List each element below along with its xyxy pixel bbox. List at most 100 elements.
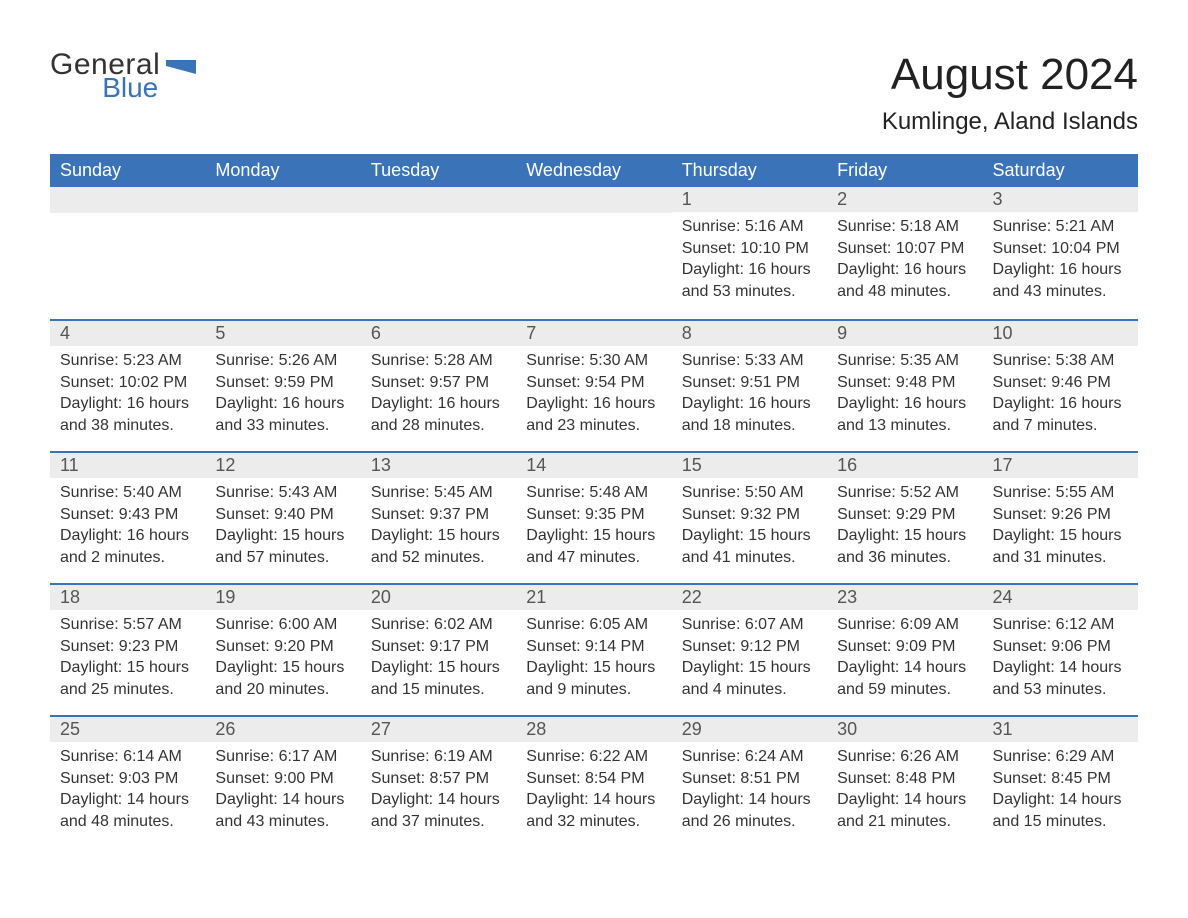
daylight-line: and 28 minutes. [371,415,506,437]
sunset-line: Sunset: 9:09 PM [837,636,972,658]
sunrise-line: Sunrise: 6:07 AM [682,614,817,636]
day-cell: 15Sunrise: 5:50 AMSunset: 9:32 PMDayligh… [672,451,827,583]
day-number: 15 [672,451,827,478]
daylight-line: Daylight: 15 hours [371,657,506,679]
weekday-header: Monday [205,154,360,187]
day-details: Sunrise: 5:33 AMSunset: 9:51 PMDaylight:… [672,346,827,442]
daylight-line: and 53 minutes. [682,281,817,303]
day-cell: 4Sunrise: 5:23 AMSunset: 10:02 PMDayligh… [50,319,205,451]
weekday-header: Sunday [50,154,205,187]
day-cell [205,187,360,319]
daylight-line: Daylight: 14 hours [993,789,1128,811]
daylight-line: Daylight: 15 hours [526,657,661,679]
sunrise-line: Sunrise: 6:19 AM [371,746,506,768]
daylight-line: Daylight: 16 hours [837,259,972,281]
day-number: 2 [827,187,982,212]
day-number: 26 [205,715,360,742]
day-number: 31 [983,715,1138,742]
day-number: 22 [672,583,827,610]
day-number: 5 [205,319,360,346]
daylight-line: and 32 minutes. [526,811,661,833]
day-number: 4 [50,319,205,346]
daylight-line: and 52 minutes. [371,547,506,569]
week-row: 11Sunrise: 5:40 AMSunset: 9:43 PMDayligh… [50,451,1138,583]
sunrise-line: Sunrise: 5:21 AM [993,216,1128,238]
weekday-header: Wednesday [516,154,671,187]
day-details: Sunrise: 5:50 AMSunset: 9:32 PMDaylight:… [672,478,827,574]
sunset-line: Sunset: 8:45 PM [993,768,1128,790]
sunset-line: Sunset: 9:26 PM [993,504,1128,526]
daylight-line: and 33 minutes. [215,415,350,437]
daylight-line: and 26 minutes. [682,811,817,833]
sunrise-line: Sunrise: 6:29 AM [993,746,1128,768]
sunset-line: Sunset: 9:12 PM [682,636,817,658]
day-number: 21 [516,583,671,610]
daylight-line: and 7 minutes. [993,415,1128,437]
sunrise-line: Sunrise: 6:24 AM [682,746,817,768]
daylight-line: Daylight: 15 hours [215,525,350,547]
weekday-header: Friday [827,154,982,187]
day-cell: 24Sunrise: 6:12 AMSunset: 9:06 PMDayligh… [983,583,1138,715]
header: General Blue August 2024 Kumlinge, Aland… [50,50,1138,136]
day-cell: 6Sunrise: 5:28 AMSunset: 9:57 PMDaylight… [361,319,516,451]
sunrise-line: Sunrise: 6:05 AM [526,614,661,636]
day-details: Sunrise: 5:40 AMSunset: 9:43 PMDaylight:… [50,478,205,574]
daylight-line: and 15 minutes. [993,811,1128,833]
daylight-line: Daylight: 15 hours [526,525,661,547]
daylight-line: and 23 minutes. [526,415,661,437]
sunset-line: Sunset: 9:48 PM [837,372,972,394]
sunset-line: Sunset: 9:00 PM [215,768,350,790]
daylight-line: and 47 minutes. [526,547,661,569]
day-cell: 29Sunrise: 6:24 AMSunset: 8:51 PMDayligh… [672,715,827,847]
daylight-line: and 18 minutes. [682,415,817,437]
sunrise-line: Sunrise: 6:12 AM [993,614,1128,636]
sunset-line: Sunset: 8:54 PM [526,768,661,790]
day-number: 29 [672,715,827,742]
day-number: 8 [672,319,827,346]
day-details: Sunrise: 5:35 AMSunset: 9:48 PMDaylight:… [827,346,982,442]
daylight-line: Daylight: 15 hours [837,525,972,547]
daylight-line: Daylight: 14 hours [993,657,1128,679]
sunrise-line: Sunrise: 6:09 AM [837,614,972,636]
daylight-line: Daylight: 16 hours [837,393,972,415]
daylight-line: Daylight: 14 hours [526,789,661,811]
daylight-line: and 15 minutes. [371,679,506,701]
day-number: 12 [205,451,360,478]
daylight-line: and 37 minutes. [371,811,506,833]
day-cell: 21 Sunrise: 6:05 AMSunset: 9:14 PMDayligh… [516,583,671,715]
day-number: 16 [827,451,982,478]
day-details: Sunrise: 6:29 AMSunset: 8:45 PMDaylight:… [983,742,1138,838]
sunrise-line: Sunrise: 6:17 AM [215,746,350,768]
day-details: Sunrise: 5:26 AMSunset: 9:59 PMDaylight:… [205,346,360,442]
daylight-line: Daylight: 16 hours [215,393,350,415]
sunrise-line: Sunrise: 5:18 AM [837,216,972,238]
sunset-line: Sunset: 9:20 PM [215,636,350,658]
daylight-line: Daylight: 15 hours [371,525,506,547]
day-cell: 9Sunrise: 5:35 AMSunset: 9:48 PMDaylight… [827,319,982,451]
empty-day-header [205,187,360,213]
sunset-line: Sunset: 9:23 PM [60,636,195,658]
sunset-line: Sunset: 9:29 PM [837,504,972,526]
sunrise-line: Sunrise: 5:26 AM [215,350,350,372]
daylight-line: and 21 minutes. [837,811,972,833]
empty-day-header [50,187,205,213]
daylight-line: Daylight: 14 hours [837,789,972,811]
sunrise-line: Sunrise: 5:16 AM [682,216,817,238]
sunrise-line: Sunrise: 5:48 AM [526,482,661,504]
day-number: 25 [50,715,205,742]
sunset-line: Sunset: 10:02 PM [60,372,195,394]
day-cell: 18Sunrise: 5:57 AMSunset: 9:23 PMDayligh… [50,583,205,715]
sunset-line: Sunset: 9:14 PM [526,636,661,658]
day-details: Sunrise: 5:43 AMSunset: 9:40 PMDaylight:… [205,478,360,574]
day-cell: 20Sunrise: 6:02 AMSunset: 9:17 PMDayligh… [361,583,516,715]
daylight-line: and 43 minutes. [993,281,1128,303]
logo-text: General Blue [50,50,160,102]
daylight-line: and 43 minutes. [215,811,350,833]
sunset-line: Sunset: 8:57 PM [371,768,506,790]
day-number: 20 [361,583,516,610]
sunset-line: Sunset: 9:43 PM [60,504,195,526]
day-details: Sunrise: 6:22 AMSunset: 8:54 PMDaylight:… [516,742,671,838]
logo: General Blue [50,50,196,102]
sunset-line: Sunset: 9:51 PM [682,372,817,394]
day-number: 13 [361,451,516,478]
